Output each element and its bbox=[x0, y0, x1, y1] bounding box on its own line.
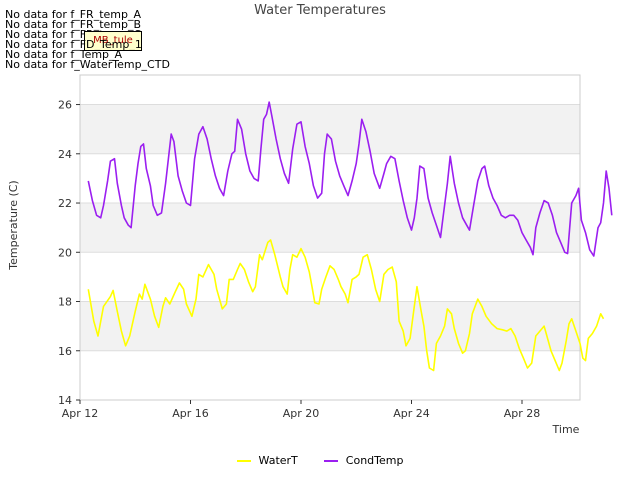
y-axis-ticks: 14 16 18 20 22 24 26 bbox=[58, 99, 80, 407]
background-band bbox=[80, 104, 580, 154]
no-data-message: No data for f_FD_Temp_1 bbox=[5, 38, 142, 51]
y-tick-label: 18 bbox=[58, 296, 72, 309]
chart-title: Water Temperatures bbox=[254, 3, 386, 18]
y-tick-label: 24 bbox=[58, 148, 72, 161]
no-data-message: No data for f_FR_temp_B bbox=[5, 18, 142, 31]
background-band bbox=[80, 203, 580, 253]
legend-label-watert: WaterT bbox=[258, 454, 298, 467]
x-axis-ticks: Apr 12 Apr 16 Apr 20 Apr 24 Apr 28 bbox=[62, 400, 541, 420]
legend-item-condtemp[interactable]: CondTemp bbox=[323, 454, 404, 467]
no-data-message: No data for f_Temp_A bbox=[5, 48, 123, 61]
series-layer bbox=[87, 101, 613, 372]
y-axis-label: Temperature (C) bbox=[7, 180, 20, 270]
y-tick-label: 20 bbox=[58, 246, 72, 259]
plot-frame bbox=[79, 74, 581, 401]
x-tick-label: Apr 16 bbox=[172, 407, 209, 420]
site-tag-badge: MB_tule bbox=[84, 31, 142, 51]
y-tick-label: 26 bbox=[58, 99, 72, 112]
legend-swatch-condtemp bbox=[323, 459, 338, 462]
chart-legend: WaterT CondTemp bbox=[0, 454, 640, 467]
x-tick-label: Apr 28 bbox=[504, 407, 541, 420]
series-line-watert bbox=[87, 239, 605, 372]
background-bands bbox=[80, 104, 580, 351]
series-line-condtemp bbox=[87, 101, 613, 257]
y-tick-label: 14 bbox=[58, 394, 72, 407]
legend-swatch-watert bbox=[236, 459, 251, 462]
no-data-message: No data for f_FR_temp_A bbox=[5, 8, 141, 21]
y-tick-label: 16 bbox=[58, 345, 72, 358]
y-tick-label: 22 bbox=[58, 197, 72, 210]
x-tick-label: Apr 12 bbox=[62, 407, 99, 420]
x-axis-label: Time bbox=[552, 423, 580, 436]
legend-item-watert[interactable]: WaterT bbox=[236, 454, 298, 467]
no-data-message: No data for f_WaterTemp_CTD bbox=[5, 58, 170, 71]
legend-label-condtemp: CondTemp bbox=[345, 454, 404, 467]
x-tick-label: Apr 24 bbox=[393, 407, 430, 420]
background-band bbox=[80, 301, 580, 351]
x-tick-label: Apr 20 bbox=[283, 407, 320, 420]
